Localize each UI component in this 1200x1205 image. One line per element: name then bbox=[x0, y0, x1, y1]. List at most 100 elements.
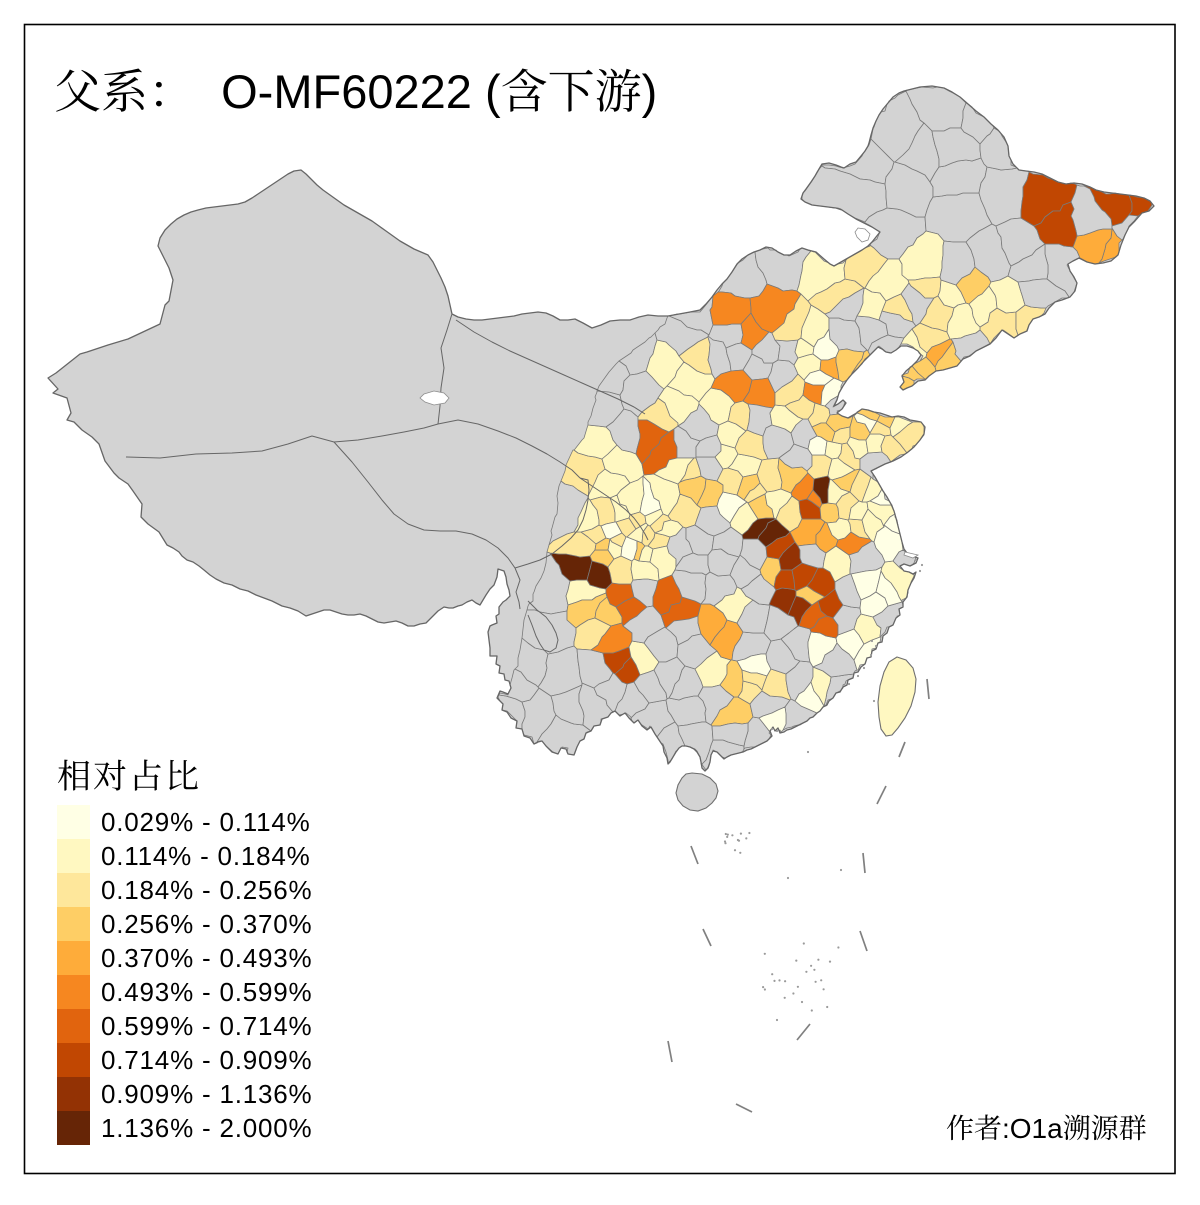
islet-dot bbox=[739, 851, 742, 854]
map-title: O-MF60222() bbox=[56, 65, 657, 118]
prefecture-cell bbox=[741, 669, 768, 691]
islet-dot bbox=[822, 988, 825, 991]
text-run: ) bbox=[642, 65, 658, 118]
legend-label: 0.714% - 0.909% bbox=[101, 1045, 312, 1075]
legend-label: 0.909% - 1.136% bbox=[101, 1079, 312, 1109]
islet-dot bbox=[762, 986, 765, 989]
province-boundary bbox=[125, 423, 439, 459]
islet-dot bbox=[763, 988, 767, 991]
islet-dot bbox=[862, 666, 866, 670]
hainan-island bbox=[675, 772, 719, 812]
legend-swatch bbox=[57, 1111, 90, 1145]
prefecture-cell bbox=[950, 329, 991, 362]
text-run: ( bbox=[485, 65, 501, 118]
islet-dot bbox=[918, 569, 922, 573]
islet-dot bbox=[870, 639, 874, 643]
province-boundary bbox=[514, 477, 590, 569]
legend-swatch bbox=[57, 1009, 90, 1043]
islet-dot bbox=[814, 980, 817, 983]
islet-dot bbox=[775, 729, 779, 733]
author-credit: :O1a bbox=[946, 1113, 1146, 1144]
province-boundary bbox=[437, 314, 453, 425]
province-boundary bbox=[514, 567, 521, 610]
islet-dot bbox=[837, 946, 840, 949]
nine-dash-line bbox=[667, 678, 930, 1113]
islet-dot bbox=[874, 644, 878, 648]
islet-dot bbox=[810, 1009, 813, 1012]
islet-dot bbox=[778, 979, 781, 982]
prefecture-cell bbox=[819, 502, 840, 524]
islet-dot bbox=[723, 840, 727, 843]
islet-dot bbox=[805, 970, 808, 973]
islet-dot bbox=[872, 699, 876, 703]
islet-dot bbox=[733, 849, 737, 852]
sea-boundary-dash bbox=[735, 1103, 753, 1113]
islet-dot bbox=[771, 973, 774, 976]
islet-dot bbox=[802, 942, 805, 945]
islet-dot bbox=[869, 653, 873, 657]
lake bbox=[419, 390, 450, 406]
prefecture-cell bbox=[1033, 201, 1078, 248]
legend-swatch bbox=[57, 975, 90, 1009]
islet-dot bbox=[820, 979, 823, 982]
china-mainland-border bbox=[47, 85, 1155, 772]
sea-boundary-dash bbox=[667, 1040, 673, 1063]
map-layers bbox=[47, 85, 1155, 1113]
islet-dot bbox=[810, 964, 813, 967]
legend-label: 0.029% - 0.114% bbox=[101, 807, 311, 837]
islet-dot bbox=[826, 1005, 829, 1009]
islet-dot bbox=[748, 831, 751, 835]
province-boundary bbox=[455, 319, 646, 415]
islet-dot bbox=[773, 979, 776, 983]
islet-dot bbox=[726, 833, 729, 836]
islet-dot bbox=[724, 832, 727, 836]
islet-dot bbox=[763, 952, 766, 955]
islet-dot bbox=[856, 674, 860, 678]
islet-dot bbox=[800, 1000, 804, 1004]
sea-boundary-dash bbox=[796, 1023, 811, 1041]
islet-dot bbox=[737, 839, 741, 842]
sea-boundary-dash bbox=[862, 852, 866, 874]
legend-swatch bbox=[57, 805, 90, 839]
legend-label: 0.493% - 0.599% bbox=[101, 977, 312, 1007]
islet-dot bbox=[847, 682, 851, 686]
islet-dot bbox=[731, 834, 734, 837]
south-china-sea-islets bbox=[723, 558, 924, 1022]
legend-swatch bbox=[57, 839, 90, 873]
legend-swatch bbox=[57, 1077, 90, 1111]
prefecture-cell bbox=[810, 666, 832, 707]
islet-dot bbox=[806, 750, 810, 754]
province-boundary bbox=[579, 477, 649, 541]
prefecture-cells bbox=[497, 86, 1153, 771]
legend-label: 0.256% - 0.370% bbox=[101, 909, 312, 939]
prefecture-cell bbox=[773, 569, 796, 591]
legend-label: 1.136% - 2.000% bbox=[101, 1113, 312, 1143]
sea-boundary-dash bbox=[876, 785, 887, 805]
islet-dot bbox=[783, 996, 786, 999]
legend-label: 0.114% - 0.184% bbox=[101, 841, 311, 871]
islet-dot bbox=[817, 958, 820, 961]
prefecture-cell bbox=[593, 672, 628, 713]
outer-frame bbox=[23, 23, 1176, 1175]
sea-boundary-dash bbox=[859, 930, 868, 952]
islet-dot bbox=[786, 876, 790, 880]
islet-dot bbox=[796, 985, 800, 988]
sea-boundary-dash bbox=[898, 741, 906, 758]
legend-swatch bbox=[57, 941, 90, 975]
islet-dot bbox=[828, 960, 832, 963]
prefecture-cell bbox=[679, 457, 702, 483]
legend: 0.029% - 0.114% 0.114% - 0.184% 0.184% - 0… bbox=[57, 759, 312, 1145]
prefecture-cell bbox=[1017, 278, 1070, 309]
legend-swatch bbox=[57, 873, 90, 907]
sea-boundary-dash bbox=[690, 845, 699, 865]
islet-dot bbox=[795, 959, 798, 962]
legend-items: 0.029% - 0.114% 0.114% - 0.184% 0.184% - 0… bbox=[57, 805, 312, 1145]
prefecture-cell bbox=[711, 722, 749, 747]
legend-label: 0.184% - 0.256% bbox=[101, 875, 312, 905]
legend-swatch bbox=[57, 1043, 90, 1077]
islet-dot bbox=[920, 563, 924, 567]
lake bbox=[854, 227, 871, 243]
islet-dot bbox=[745, 837, 748, 840]
